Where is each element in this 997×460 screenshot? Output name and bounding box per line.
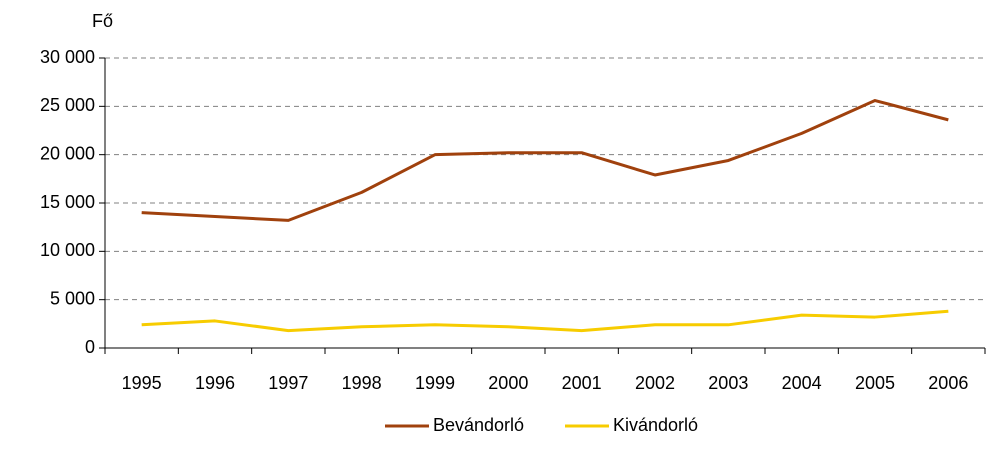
- y-tick-label: 25 000: [40, 95, 95, 115]
- x-tick-label: 2000: [488, 373, 528, 393]
- data-line: [141, 99, 949, 222]
- x-tick-label: 1998: [342, 373, 382, 393]
- x-tick-label: 2002: [635, 373, 675, 393]
- x-tick-label: 1999: [415, 373, 455, 393]
- legend-label: Bevándorló: [433, 415, 524, 435]
- y-tick-label: 5 000: [50, 288, 95, 308]
- x-tick-label: 2001: [562, 373, 602, 393]
- x-tick-label: 2003: [708, 373, 748, 393]
- legend-label: Kivándorló: [613, 415, 698, 435]
- y-tick-label: 0: [85, 337, 95, 357]
- x-tick-label: 1996: [195, 373, 235, 393]
- y-tick-label: 20 000: [40, 143, 95, 163]
- y-tick-label: 10 000: [40, 240, 95, 260]
- x-tick-label: 2005: [855, 373, 895, 393]
- y-axis-label: Fő: [92, 11, 113, 31]
- x-tick-label: 1995: [122, 373, 162, 393]
- x-tick-label: 2004: [782, 373, 822, 393]
- y-tick-label: 30 000: [40, 47, 95, 67]
- y-tick-label: 15 000: [40, 192, 95, 212]
- data-line: [141, 309, 949, 333]
- x-tick-label: 1997: [268, 373, 308, 393]
- x-tick-label: 2006: [928, 373, 968, 393]
